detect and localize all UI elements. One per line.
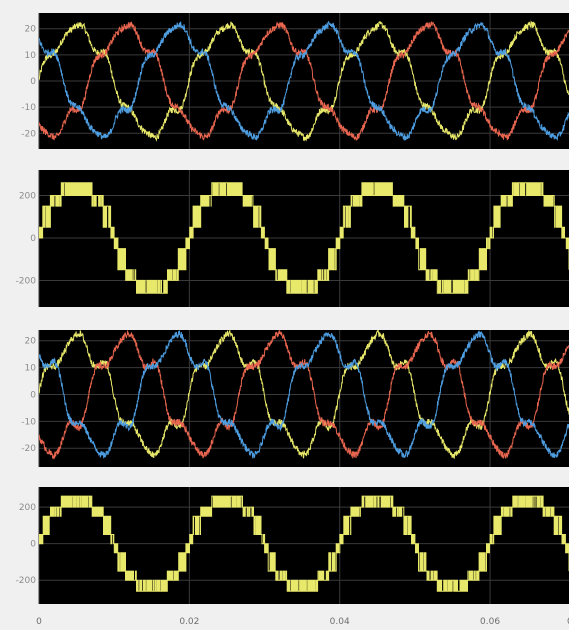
three-phase-current-2-panel: -20 -10 0 10 20 [21, 330, 569, 467]
series-line-0 [39, 495, 569, 592]
panels-layer: -20 -10 0 10 20 -200 0 200 -20 -10 0 10 20 -200 0 200 [16, 13, 569, 604]
three-phase-current-1-panel: -20 -10 0 10 20 [21, 13, 569, 149]
series-line-2 [39, 330, 569, 459]
x-tick-label: 0.06 [480, 617, 500, 627]
x-tick-label: 0.02 [179, 617, 199, 627]
series-line-0 [39, 182, 569, 294]
x-tick-label-partial: 0 [567, 617, 569, 627]
y-tick-label: 0 [30, 390, 36, 400]
series-line-0 [39, 330, 569, 459]
y-tick-label: 0 [30, 540, 36, 550]
x-tick-label: 0 [36, 617, 42, 627]
y-tick-label: 20 [25, 337, 37, 347]
y-tick-label: 200 [19, 191, 36, 201]
y-tick-label: -20 [21, 444, 36, 454]
x-axis: 0 0.02 0.04 0.06 0 [36, 617, 569, 627]
y-tick-label: -10 [21, 103, 36, 113]
x-tick-label: 0.04 [330, 617, 350, 627]
line-voltage-2-panel: -200 0 200 [16, 487, 569, 604]
y-tick-label: 10 [25, 51, 37, 61]
series-line-1 [39, 330, 569, 460]
line-voltage-1-panel: -200 0 200 [16, 170, 569, 307]
series-line-1 [39, 21, 569, 141]
plot-area [39, 330, 569, 467]
y-tick-label: 10 [25, 364, 37, 374]
y-tick-label: 20 [25, 25, 37, 35]
y-tick-label: -10 [21, 417, 36, 427]
series-line-2 [39, 20, 569, 141]
y-tick-label: -20 [21, 129, 36, 139]
y-tick-label: -200 [16, 576, 37, 586]
y-tick-label: 200 [19, 503, 36, 513]
y-tick-label: 0 [30, 234, 36, 244]
y-tick-label: -200 [16, 276, 37, 286]
y-tick-label: 0 [30, 77, 36, 87]
